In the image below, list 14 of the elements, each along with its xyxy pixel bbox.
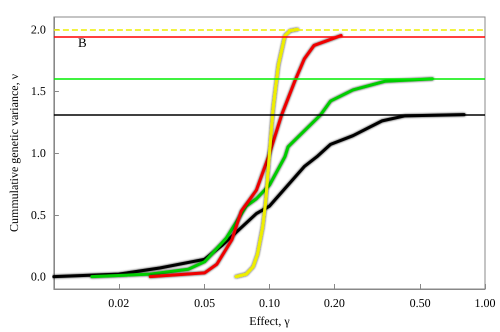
x-tick-label: 0.10 bbox=[258, 296, 280, 310]
annotation: B bbox=[78, 35, 87, 50]
y-tick-label: 1.5 bbox=[30, 84, 46, 98]
x-tick-label: 1.00 bbox=[474, 296, 496, 310]
y-tick-label: 2.0 bbox=[30, 22, 46, 36]
y-tick-label: 0.0 bbox=[30, 270, 46, 284]
y-tick-label: 1.0 bbox=[30, 146, 46, 160]
x-tick-label: 0.50 bbox=[410, 296, 431, 310]
y-axis-title: Cummulative genetic variance, ν bbox=[7, 73, 21, 232]
y-tick-label: 0.5 bbox=[30, 208, 46, 222]
x-axis-title: Effect, γ bbox=[249, 314, 290, 328]
x-tick-label: 0.20 bbox=[324, 296, 345, 310]
x-tick-label: 0.02 bbox=[108, 296, 130, 310]
x-tick-label: 0.05 bbox=[194, 296, 216, 310]
